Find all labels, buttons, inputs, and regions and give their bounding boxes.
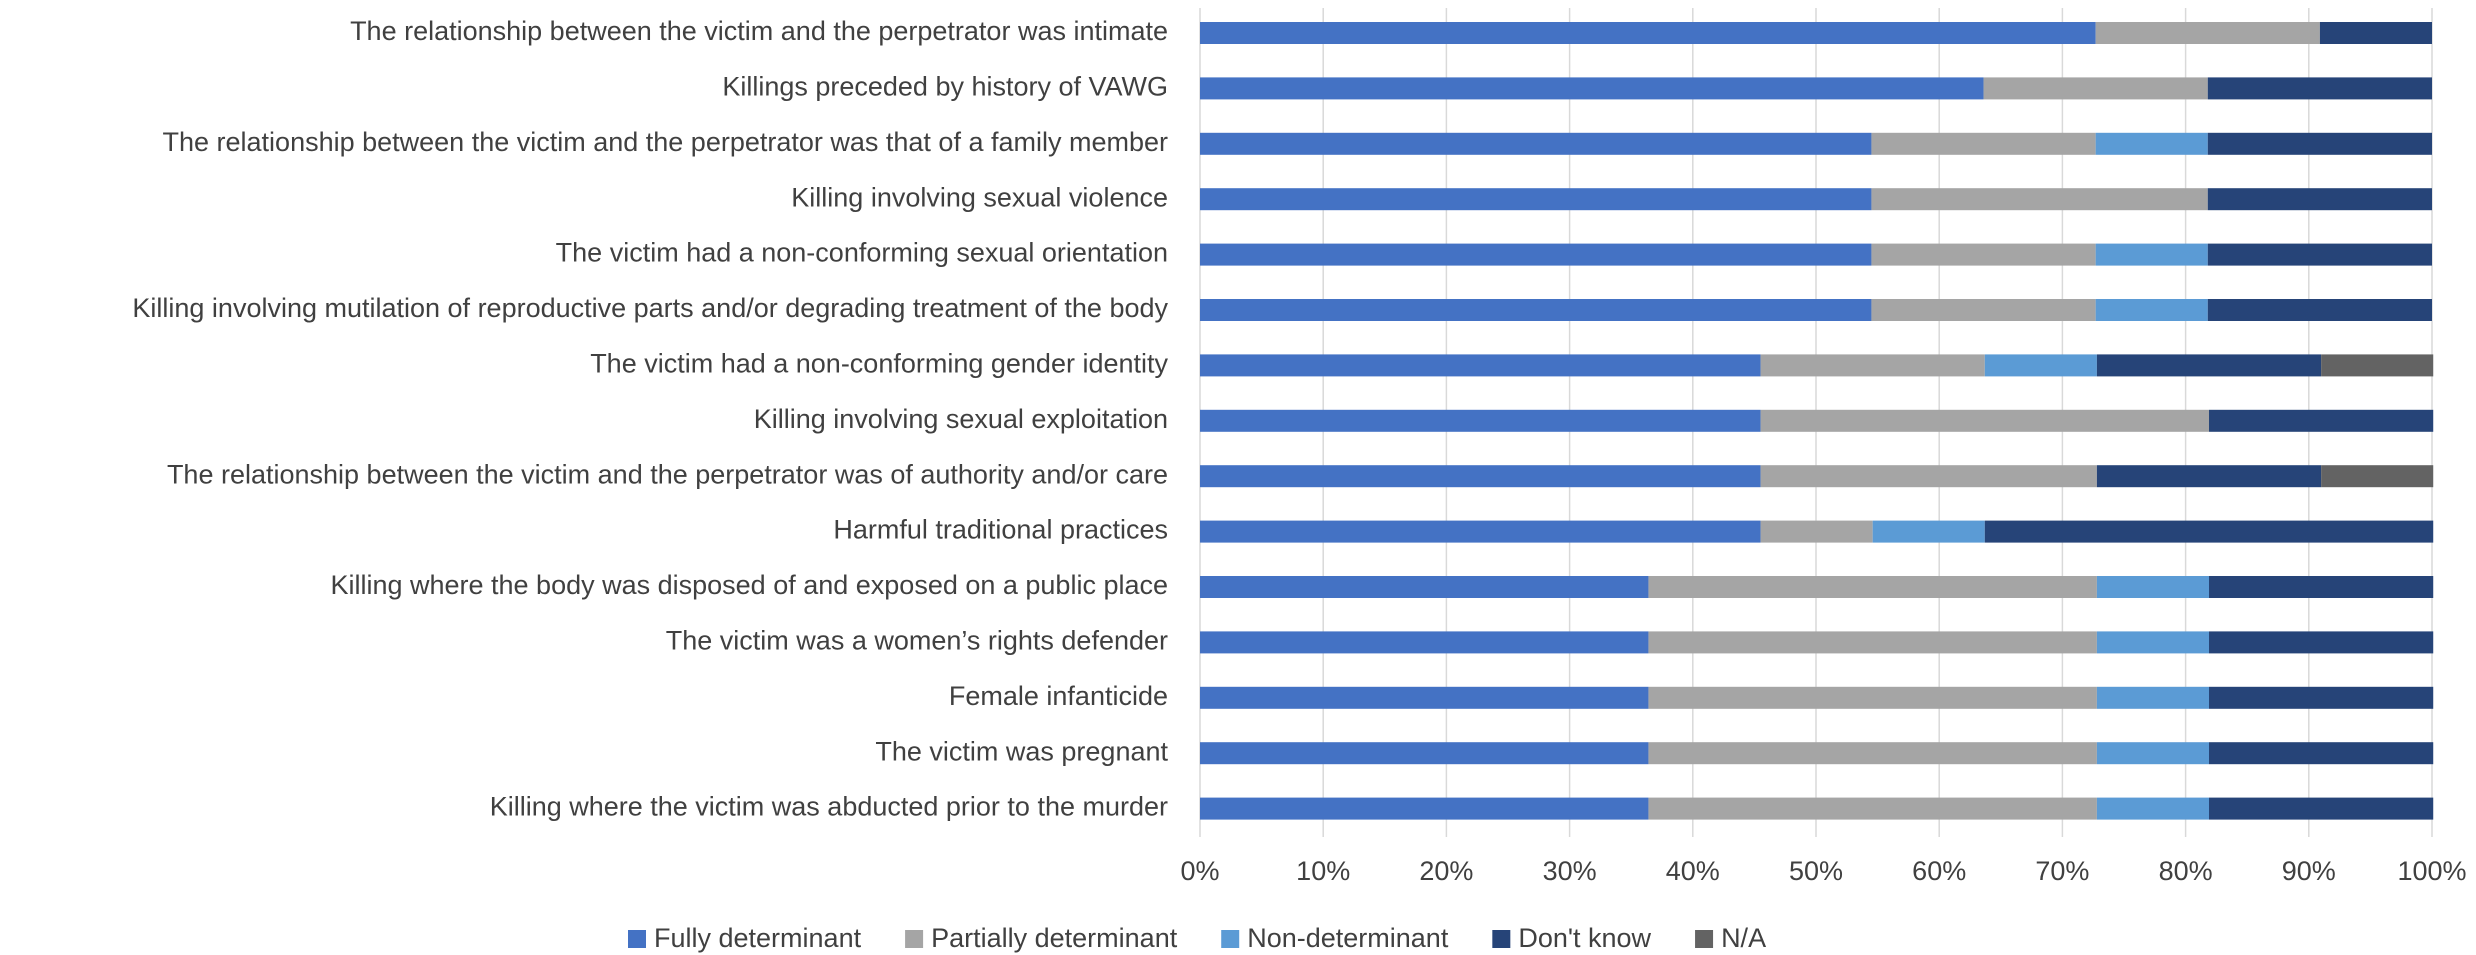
x-tick-label: 90%: [2282, 856, 2336, 886]
x-tick-label: 50%: [1789, 856, 1843, 886]
x-tick-label: 20%: [1419, 856, 1473, 886]
y-tick-label: Harmful traditional practices: [833, 515, 1168, 545]
legend-label: N/A: [1721, 923, 1766, 953]
bar-segment: [1200, 132, 1872, 155]
bar-segment: [2207, 243, 2432, 266]
legend-label: Partially determinant: [931, 923, 1178, 953]
y-tick-label: Killing involving sexual exploitation: [754, 404, 1168, 434]
bar-segment: [1872, 520, 1985, 543]
bar-segment: [1871, 132, 2096, 155]
bar-segment: [1200, 797, 1649, 820]
bar-segment: [1760, 409, 2210, 432]
bar-segment: [1200, 243, 1872, 266]
bar-segment: [2321, 465, 2434, 488]
bar-segment: [1984, 354, 2097, 377]
bar-segment: [1200, 576, 1649, 598]
x-tick-label: 60%: [1912, 856, 1966, 886]
bar-segment: [1648, 631, 2097, 654]
bar-segment: [2096, 465, 2322, 488]
bar-segment: [1200, 354, 1761, 377]
bar-segment: [2095, 22, 2320, 44]
bar-segment: [2209, 742, 2434, 765]
bar-segment: [1200, 631, 1649, 654]
bar-segment: [1200, 22, 2096, 44]
bar-segment: [1871, 188, 2208, 211]
bar-segment: [1200, 686, 1649, 709]
legend-label: Fully determinant: [654, 923, 862, 953]
bar-segment: [1648, 576, 2097, 598]
bar-segment: [2095, 132, 2208, 155]
bar-segment: [1983, 77, 2208, 100]
x-tick-label: 100%: [2397, 856, 2466, 886]
x-tick-label: 30%: [1543, 856, 1597, 886]
legend-swatch: [628, 930, 646, 948]
bar-segment: [1200, 409, 1761, 432]
bar-segment: [1200, 520, 1761, 543]
bar-segment: [1648, 686, 2097, 709]
bar-segment: [2096, 576, 2210, 598]
legend-label: Don't know: [1518, 923, 1651, 953]
bar-segment: [2207, 188, 2432, 211]
bar-segment: [2209, 409, 2434, 432]
bar-segment: [2096, 797, 2210, 820]
x-tick-label: 0%: [1180, 856, 1219, 886]
x-tick-label: 80%: [2159, 856, 2213, 886]
legend-swatch: [1221, 930, 1240, 948]
y-tick-label: The victim had a non-conforming sexual o…: [556, 238, 1168, 268]
bar-segment: [1200, 742, 1649, 765]
bar-segment: [2096, 631, 2210, 654]
bar-segment: [1200, 465, 1761, 488]
y-tick-label: The relationship between the victim and …: [167, 459, 1168, 489]
legend-swatch: [1492, 930, 1511, 948]
bar-segment: [2207, 77, 2432, 100]
bar-segment: [2209, 576, 2434, 598]
y-tick-label: Killing where the victim was abducted pr…: [490, 792, 1168, 822]
bar-segment: [1984, 520, 2434, 543]
y-tick-label: Killing where the body was disposed of a…: [330, 570, 1168, 600]
x-tick-label: 40%: [1666, 856, 1720, 886]
bar-segment: [2096, 354, 2322, 377]
bar-segment: [2207, 132, 2432, 155]
bar-segment: [2095, 243, 2208, 266]
legend-label: Non-determinant: [1247, 923, 1449, 953]
y-tick-label: The victim had a non-conforming gender i…: [590, 349, 1168, 379]
x-tick-label: 10%: [1296, 856, 1350, 886]
y-tick-label: The relationship between the victim and …: [350, 16, 1168, 46]
bar-segment: [2319, 22, 2432, 44]
bar-segment: [2209, 797, 2434, 820]
y-tick-label: Female infanticide: [949, 681, 1168, 711]
bar-segment: [2209, 631, 2434, 654]
y-tick-label: The victim was pregnant: [875, 736, 1168, 766]
y-tick-label: The victim was a women’s rights defender: [666, 626, 1168, 656]
x-tick-label: 70%: [2035, 856, 2089, 886]
bar-segment: [1760, 354, 1985, 377]
y-tick-label: Killings preceded by history of VAWG: [722, 72, 1168, 102]
y-tick-label: Killing involving mutilation of reproduc…: [132, 293, 1168, 323]
bar-segment: [1648, 797, 2097, 820]
bar-segment: [1760, 520, 1873, 543]
bar-segment: [1648, 742, 2097, 765]
bar-segment: [1200, 77, 1984, 100]
bar-segment: [2209, 686, 2434, 709]
bar-segment: [1760, 465, 2097, 488]
bar-segment: [1200, 299, 1872, 321]
bar-segment: [2096, 686, 2210, 709]
legend-swatch: [1695, 930, 1714, 948]
y-tick-label: The relationship between the victim and …: [163, 127, 1169, 157]
bar-segment: [2095, 299, 2208, 321]
bar-segment: [2321, 354, 2434, 377]
bar-segment: [1200, 188, 1872, 211]
bar-segment: [1871, 243, 2096, 266]
legend-swatch: [905, 930, 924, 948]
y-tick-label: Killing involving sexual violence: [791, 182, 1168, 212]
bar-segment: [1871, 299, 2096, 321]
bar-segment: [2207, 299, 2432, 321]
bar-segment: [2096, 742, 2210, 765]
